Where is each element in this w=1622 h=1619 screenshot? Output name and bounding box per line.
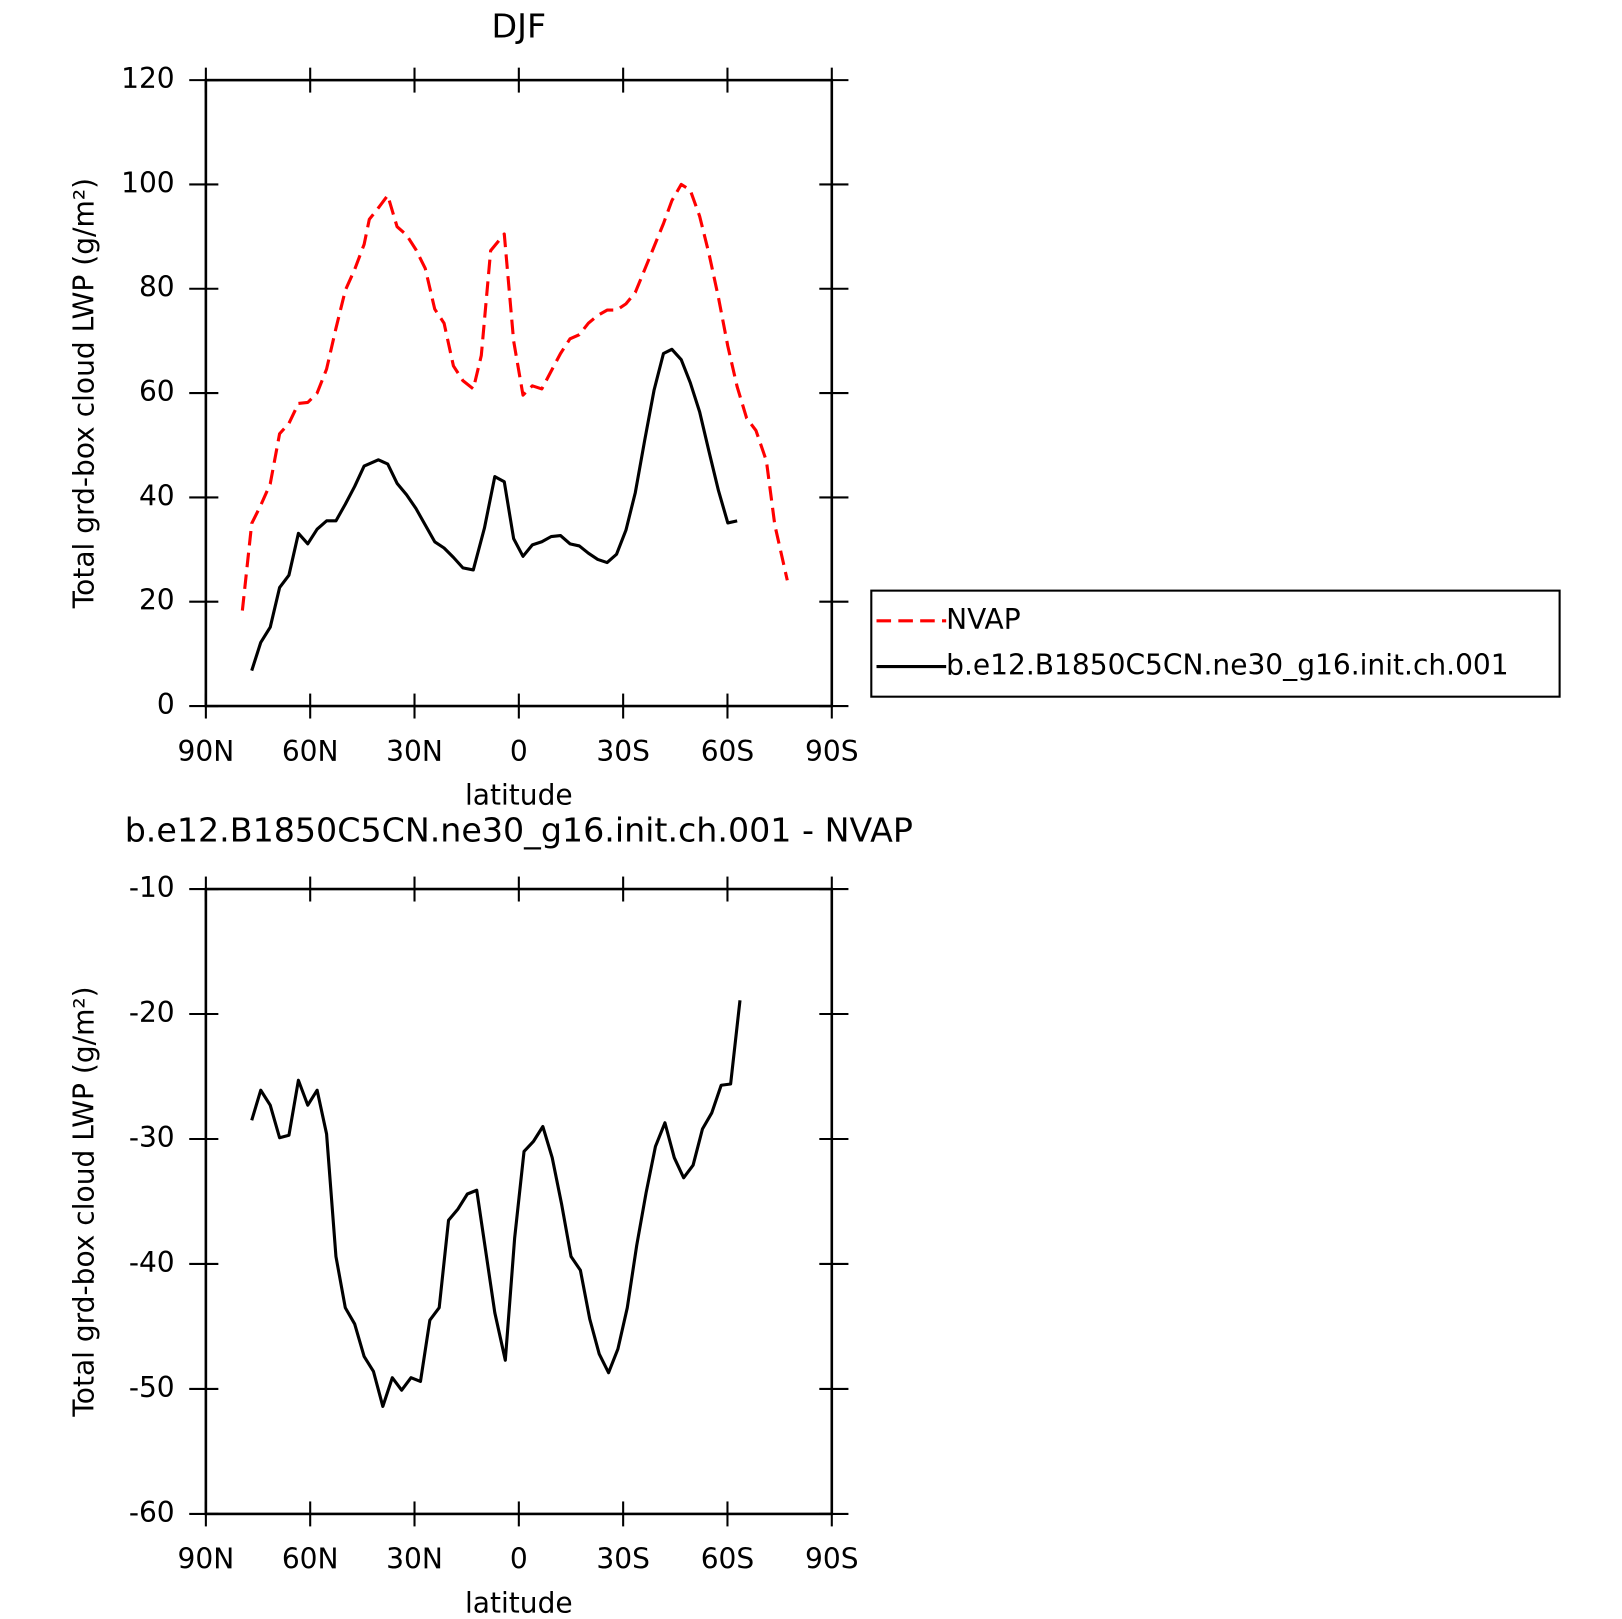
data-line	[250, 347, 738, 672]
y-tick-label: 40	[139, 479, 175, 512]
x-tick-label: 30S	[596, 1543, 650, 1576]
data-line	[240, 182, 789, 611]
chart-title: b.e12.B1850C5CN.ne30_g16.init.ch.001 - N…	[125, 810, 913, 849]
y-tick-label: -50	[129, 1371, 175, 1404]
y-tick-label: -40	[129, 1246, 175, 1279]
y-tick-label: -30	[129, 1121, 175, 1154]
x-tick-label: 90S	[805, 1543, 859, 1576]
y-axis-label: Total grd-box cloud LWP (g/m²)	[67, 178, 100, 609]
x-tick-label: 30S	[596, 735, 650, 768]
y-tick-label: -20	[129, 996, 175, 1029]
plot-frame	[204, 78, 834, 708]
y-tick-label: 20	[139, 584, 175, 617]
x-tick-label: 0	[510, 735, 528, 768]
x-tick-label: 30N	[386, 735, 443, 768]
x-tick-label: 30N	[386, 1543, 443, 1576]
y-tick-label: 120	[121, 62, 175, 95]
x-tick-label: 60N	[282, 735, 339, 768]
legend-label: NVAP	[946, 603, 1021, 636]
y-axis-label: Total grd-box cloud LWP (g/m²)	[67, 986, 100, 1417]
legend-box	[870, 589, 1561, 698]
legend-label: b.e12.B1850C5CN.ne30_g16.init.ch.001	[946, 649, 1508, 682]
x-axis-label: latitude	[465, 779, 573, 812]
x-tick-label: 90S	[805, 735, 859, 768]
x-tick-label: 60N	[282, 1543, 339, 1576]
y-tick-label: 100	[121, 166, 175, 199]
plot-frame	[204, 887, 834, 1516]
data-line	[250, 1000, 742, 1408]
y-tick-label: 80	[139, 271, 175, 304]
x-tick-label: 90N	[178, 735, 235, 768]
y-tick-label: 60	[139, 375, 175, 408]
x-tick-label: 60S	[701, 735, 755, 768]
y-tick-label: -60	[129, 1496, 175, 1529]
x-tick-label: 60S	[701, 1543, 755, 1576]
x-axis-label: latitude	[465, 1586, 573, 1619]
y-tick-label: 0	[157, 688, 175, 721]
x-tick-label: 90N	[178, 1543, 235, 1576]
y-tick-label: -10	[129, 871, 175, 904]
chart-title: DJF	[492, 7, 547, 46]
x-tick-label: 0	[510, 1543, 528, 1576]
